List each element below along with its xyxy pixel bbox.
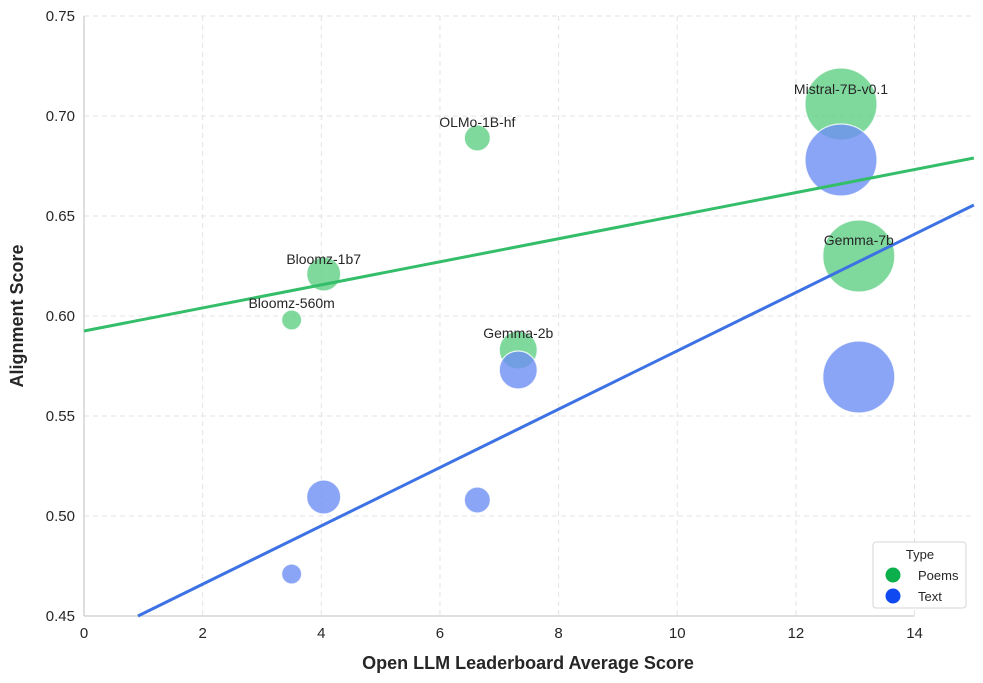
x-tick-label: 2 — [198, 625, 206, 642]
data-points — [281, 67, 896, 585]
legend-marker-text — [885, 588, 901, 604]
point-text-bloomz-1b7 — [306, 479, 342, 515]
point-poems-bloomz-560m — [281, 309, 303, 331]
point-annotations: Bloomz-560m Bloomz-1b7 OLMo-1B-hf Gemma-2b M… — [248, 81, 894, 341]
point-text-mistral-7b-v0-1 — [804, 123, 878, 197]
series-poems — [281, 67, 896, 370]
y-tick-label: 0.55 — [46, 408, 75, 425]
x-tick-label: 6 — [436, 625, 444, 642]
point-text-gemma-7b — [822, 340, 896, 414]
legend-label-text: Text — [918, 589, 942, 604]
y-tick-labels: 0.45 0.50 0.55 0.60 0.65 0.70 0.75 — [46, 8, 75, 625]
point-poems-olmo-1b-hf — [463, 124, 491, 152]
x-tick-label: 0 — [80, 625, 88, 642]
y-tick-label: 0.50 — [46, 508, 75, 525]
grid-layer — [84, 15, 973, 616]
y-tick-label: 0.70 — [46, 108, 75, 125]
point-text-bloomz-560m — [281, 563, 303, 585]
x-tick-label: 8 — [554, 625, 562, 642]
point-label: Gemma-7b — [824, 232, 894, 248]
x-tick-label: 14 — [906, 625, 923, 642]
point-poems-gemma-7b — [822, 219, 896, 293]
y-tick-label: 0.65 — [46, 208, 75, 225]
axes-spines — [83, 16, 915, 617]
x-tick-label: 10 — [669, 625, 686, 642]
trend-line-text — [137, 203, 975, 618]
trend-line-poems — [83, 156, 975, 333]
point-label: Bloomz-560m — [248, 295, 334, 311]
legend-marker-poems — [885, 567, 901, 583]
x-tick-label: 12 — [788, 625, 805, 642]
legend-title: Type — [906, 547, 934, 562]
point-label: Mistral-7B-v0.1 — [794, 81, 888, 97]
legend-label-poems: Poems — [918, 568, 959, 583]
point-label: OLMo-1B-hf — [439, 114, 515, 130]
legend: Type Poems Text — [872, 541, 967, 609]
point-label: Bloomz-1b7 — [286, 251, 361, 267]
point-label: Gemma-2b — [483, 325, 553, 341]
y-tick-label: 0.60 — [46, 308, 75, 325]
y-tick-label: 0.75 — [46, 8, 75, 25]
point-text-gemma-2b — [498, 350, 538, 390]
x-axis-title: Open LLM Leaderboard Average Score — [362, 653, 694, 673]
y-axis-title: Alignment Score — [7, 244, 27, 387]
series-text — [281, 123, 896, 585]
y-tick-label: 0.45 — [46, 608, 75, 625]
trend-lines-overlay — [83, 156, 975, 618]
x-tick-labels: 0 2 4 6 8 10 12 14 — [80, 625, 923, 642]
x-tick-label: 4 — [317, 625, 325, 642]
point-text-olmo-1b-hf — [463, 486, 491, 514]
